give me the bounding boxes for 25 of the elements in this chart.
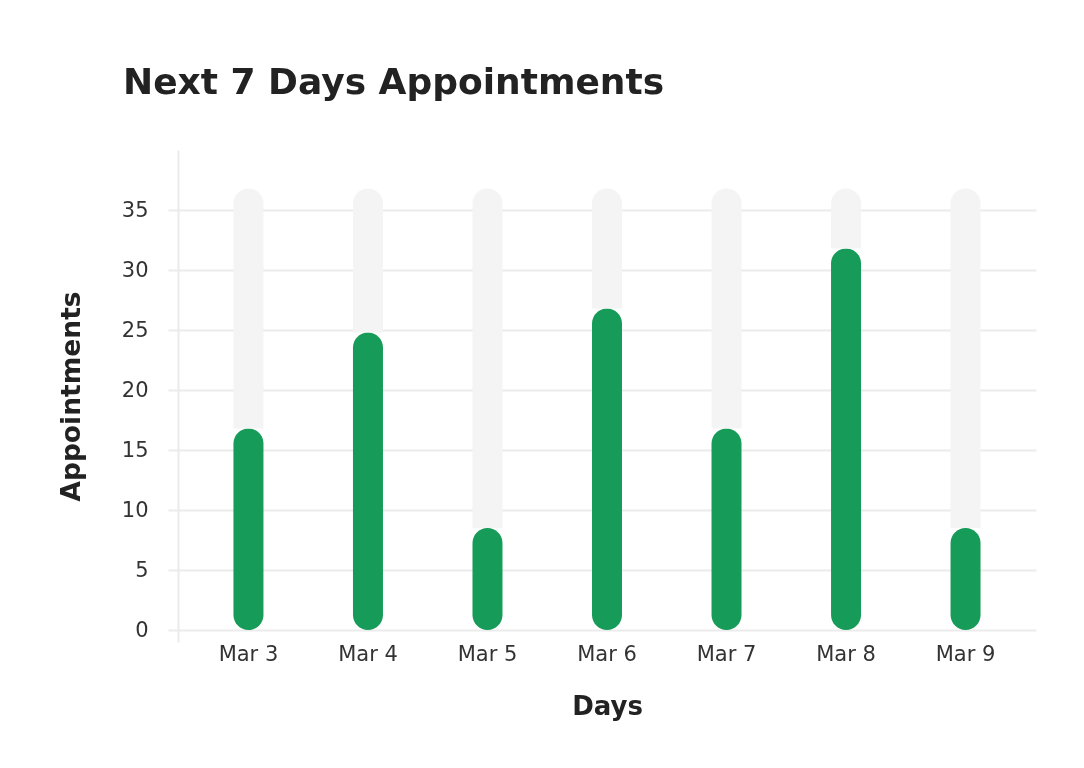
bar — [592, 308, 622, 630]
x-axis-title: Days — [572, 690, 643, 721]
y-tick-label: 0 — [135, 617, 149, 642]
bar — [352, 332, 383, 630]
x-tick-label: Mar 5 — [457, 641, 518, 666]
y-axis-title: Appointments — [54, 291, 86, 502]
y-tick-label: 15 — [121, 437, 149, 462]
y-tick-label: 5 — [135, 557, 149, 582]
bar — [711, 428, 742, 630]
x-tick-label: Mar 9 — [935, 641, 996, 666]
bar — [233, 428, 264, 630]
y-tick-label: 10 — [121, 497, 149, 522]
bar — [472, 528, 503, 630]
bar — [950, 528, 981, 630]
y-tick-label: 30 — [121, 257, 149, 282]
x-tick-label: Mar 4 — [338, 641, 398, 666]
y-tick-label: 25 — [121, 317, 149, 342]
x-tick-label: Mar 3 — [218, 641, 279, 666]
y-tick-label: 20 — [121, 377, 149, 402]
x-tick-label: Mar 7 — [696, 641, 757, 666]
x-tick-label: Mar 8 — [816, 641, 876, 666]
bar — [831, 248, 862, 630]
x-tick-label: Mar 6 — [577, 641, 637, 666]
chart-title: Next 7 Days Appointments — [123, 61, 665, 102]
y-tick-label: 35 — [121, 197, 149, 222]
